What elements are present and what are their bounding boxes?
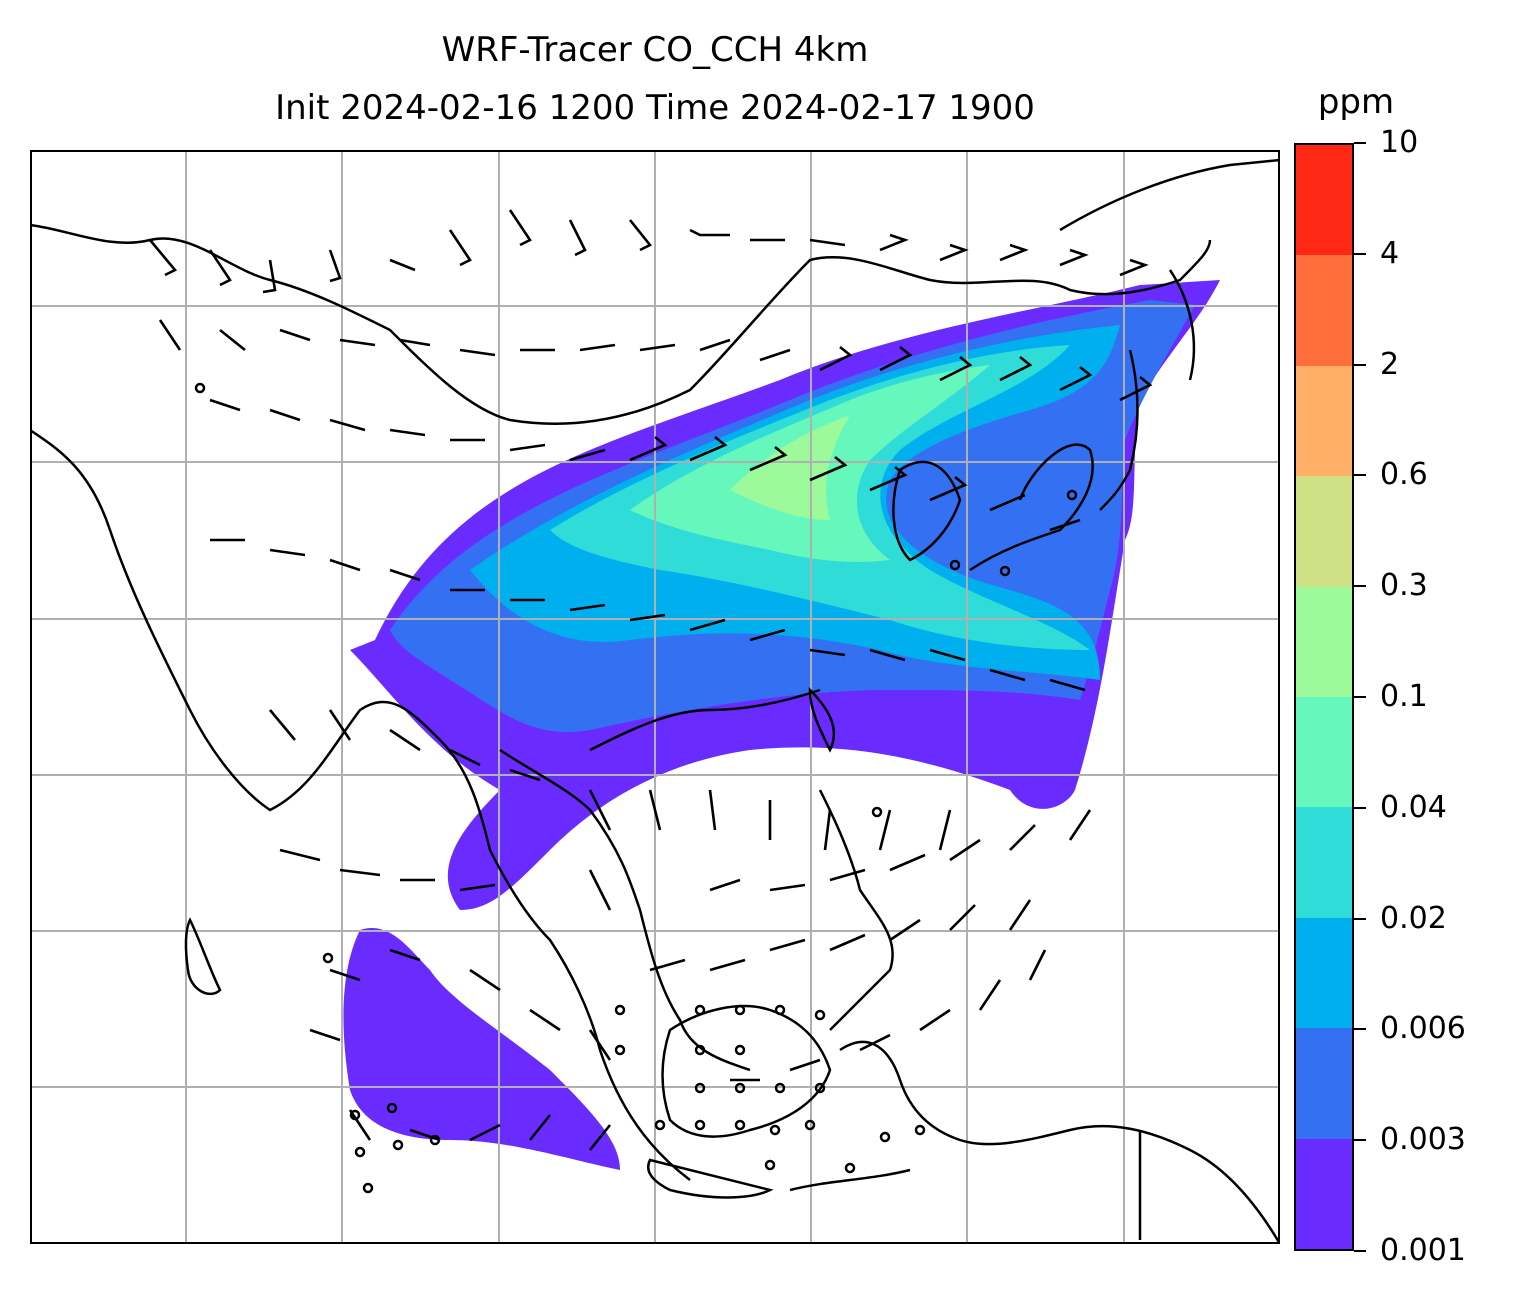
colorbar-tick-label: 0.02 <box>1380 900 1447 936</box>
colorbar-segment <box>1296 144 1352 256</box>
calm-wind-circles <box>194 382 1078 1194</box>
colorbar-segment <box>1296 365 1352 477</box>
colorbar-tick <box>1354 363 1366 366</box>
tracer-plume <box>343 280 1220 1170</box>
colorbar-tick-label: 0.3 <box>1380 568 1428 604</box>
colorbar-tick <box>1354 1139 1366 1142</box>
colorbar-unit: ppm <box>1317 82 1395 122</box>
colorbar-tick <box>1354 1028 1366 1031</box>
colorbar-tick <box>1354 696 1366 698</box>
colorbar-tick-label: 10 <box>1380 125 1419 160</box>
colorbar-tick-label: 0.04 <box>1380 789 1447 825</box>
colorbar-tick <box>1354 142 1366 144</box>
colorbar-tick <box>1354 917 1366 920</box>
colorbar-segment <box>1296 586 1352 697</box>
colorbar-segment <box>1296 807 1352 918</box>
colorbar-segment <box>1296 1028 1352 1139</box>
map-title-line1: WRF-Tracer CO_CCH 4km <box>441 30 869 70</box>
wind-barbs <box>149 209 1153 1151</box>
map-panel <box>30 150 1280 1244</box>
colorbar-tick-label: 2 <box>1380 346 1400 382</box>
map-title-line2: Init 2024-02-16 1200 Time 2024-02-17 190… <box>275 88 1035 128</box>
colorbar-segment <box>1296 255 1352 366</box>
colorbar-tick-label: 0.6 <box>1380 457 1428 493</box>
map-border <box>30 150 1280 1244</box>
colorbar-segment <box>1296 696 1352 808</box>
colorbar-tick-label: 0.1 <box>1380 679 1428 714</box>
colorbar-tick <box>1354 806 1366 809</box>
colorbar-tick-label: 0.003 <box>1380 1122 1466 1158</box>
colorbar-tick <box>1354 474 1366 477</box>
plume-level-6 <box>730 415 850 520</box>
colorbar-tick <box>1354 252 1366 255</box>
colorbar-segment <box>1296 476 1352 587</box>
plume-south-sea <box>343 928 620 1170</box>
colorbar <box>1294 143 1354 1251</box>
colorbar-segment <box>1296 1138 1352 1249</box>
colorbar-tick-label: 4 <box>1380 235 1400 271</box>
colorbar-tick <box>1354 1250 1366 1252</box>
coastlines <box>30 158 1280 1244</box>
colorbar-tick <box>1354 585 1366 588</box>
colorbar-segment <box>1296 917 1352 1029</box>
colorbar-tick-label: 0.001 <box>1380 1233 1466 1268</box>
colorbar-tick-label: 0.006 <box>1380 1011 1466 1047</box>
